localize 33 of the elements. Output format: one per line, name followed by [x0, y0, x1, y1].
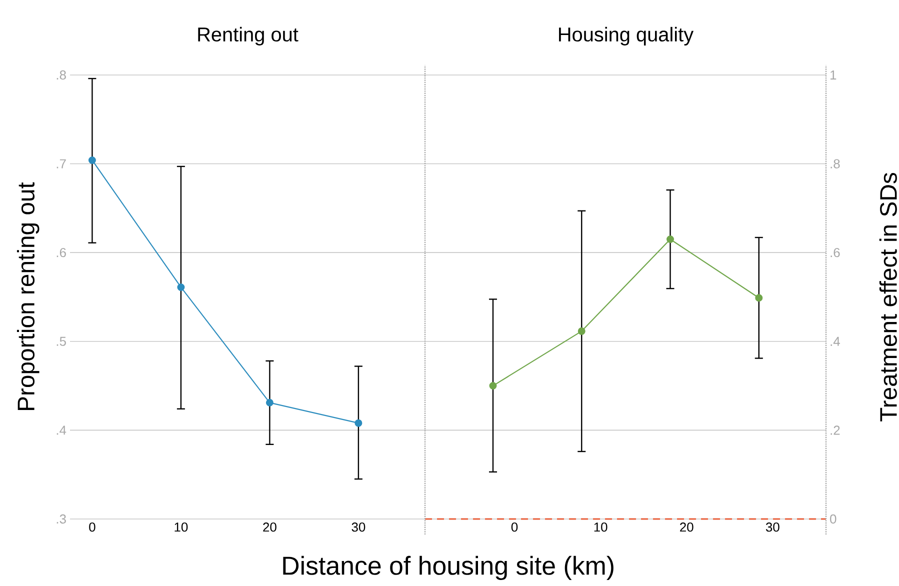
x-tick-label: 30	[352, 522, 366, 532]
y-tick-label: .8	[56, 70, 66, 80]
y-axis-title: Proportion renting out	[16, 182, 40, 410]
point	[354, 419, 362, 427]
y-tick-label: .7	[56, 159, 66, 168]
y-tick-label: .5	[56, 336, 66, 346]
y-tick-label: .6	[830, 248, 840, 258]
point	[755, 294, 763, 302]
y-tick-label: .4	[56, 426, 66, 435]
point	[489, 382, 497, 390]
x-tick-label: 10	[594, 522, 608, 532]
y-tick-label: .8	[830, 159, 840, 168]
y-tick-label: 1	[830, 70, 836, 80]
point	[578, 327, 586, 335]
point	[266, 398, 274, 406]
y-tick-label: .4	[830, 336, 840, 346]
x-tick-label: 10	[174, 522, 188, 532]
y-tick-label: 0	[830, 514, 836, 524]
point	[177, 283, 185, 291]
y-tick-label: .6	[56, 248, 66, 258]
y-tick-label: .2	[830, 426, 840, 435]
y-tick-label: .3	[56, 514, 66, 524]
point	[666, 236, 674, 244]
x-tick-label: 0	[89, 522, 96, 532]
point	[88, 156, 96, 164]
x-tick-label: 20	[263, 522, 276, 532]
chart-title: Housing quality	[559, 26, 694, 46]
y-axis-title: Treatment effect in SDs	[879, 172, 897, 422]
x-axis-title: Distance of housing site (km)	[283, 556, 614, 580]
x-tick-label: 20	[680, 522, 694, 532]
chart-title: Renting out	[198, 26, 298, 46]
x-tick-label: 0	[511, 522, 518, 532]
x-tick-label: 30	[766, 522, 780, 532]
